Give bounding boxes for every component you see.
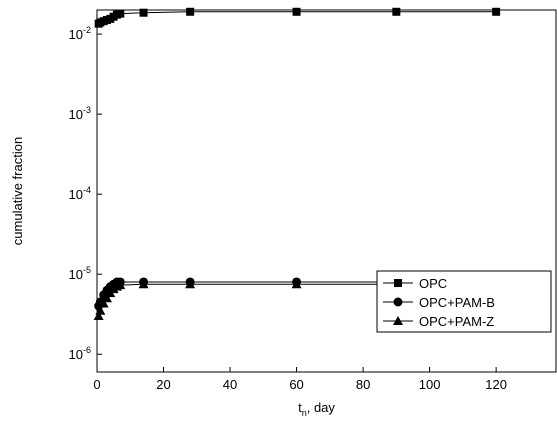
marker — [392, 7, 401, 16]
plot-frame — [96, 9, 557, 373]
marker — [292, 7, 301, 16]
y-tick-label: 10-5 — [69, 265, 91, 282]
marker — [115, 280, 126, 290]
marker — [116, 9, 125, 18]
marker — [185, 279, 196, 289]
y-tick-base: 10 — [69, 267, 83, 282]
y-tick-exponent: -2 — [83, 25, 91, 35]
x-tick-label: 20 — [156, 377, 170, 392]
y-tick-label: 10-3 — [69, 105, 91, 122]
y-tick-exponent: -3 — [83, 105, 91, 115]
legend-marker — [393, 297, 403, 307]
y-tick-base: 10 — [69, 347, 83, 362]
legend-marker — [394, 279, 402, 287]
marker — [492, 7, 501, 16]
y-tick-exponent: -6 — [83, 345, 91, 355]
marker — [138, 279, 149, 289]
x-axis-label: tn, day — [298, 400, 335, 418]
marker — [95, 305, 106, 315]
x-tick-label: 120 — [485, 377, 507, 392]
marker — [101, 293, 112, 303]
marker — [98, 298, 109, 308]
marker — [291, 279, 302, 289]
y-tick-label: 10-6 — [69, 345, 91, 362]
y-tick-label: 10-4 — [69, 185, 91, 202]
x-tick-label: 80 — [356, 377, 370, 392]
marker — [186, 7, 195, 16]
legend-label: OPC — [419, 276, 447, 291]
x-label-text: t — [298, 400, 302, 415]
marker — [93, 311, 104, 321]
legend-label: OPC+PAM-Z — [419, 314, 494, 329]
x-label-sub: n — [302, 408, 307, 418]
y-tick-base: 10 — [69, 107, 83, 122]
y-tick-exponent: -4 — [83, 185, 91, 195]
x-tick-label: 0 — [93, 377, 100, 392]
x-label-rest: , day — [307, 400, 336, 415]
x-tick-label: 60 — [289, 377, 303, 392]
legend-marker — [393, 316, 403, 325]
y-tick-exponent: -5 — [83, 265, 91, 275]
y-tick-base: 10 — [69, 27, 83, 42]
y-axis-label: cumulative fraction — [10, 137, 25, 245]
y-tick-base: 10 — [69, 187, 83, 202]
marker — [139, 8, 148, 17]
x-tick-label: 100 — [419, 377, 441, 392]
y-tick-label: 10-2 — [69, 25, 91, 42]
legend-label: OPC+PAM-B — [419, 295, 495, 310]
x-tick-label: 40 — [223, 377, 237, 392]
